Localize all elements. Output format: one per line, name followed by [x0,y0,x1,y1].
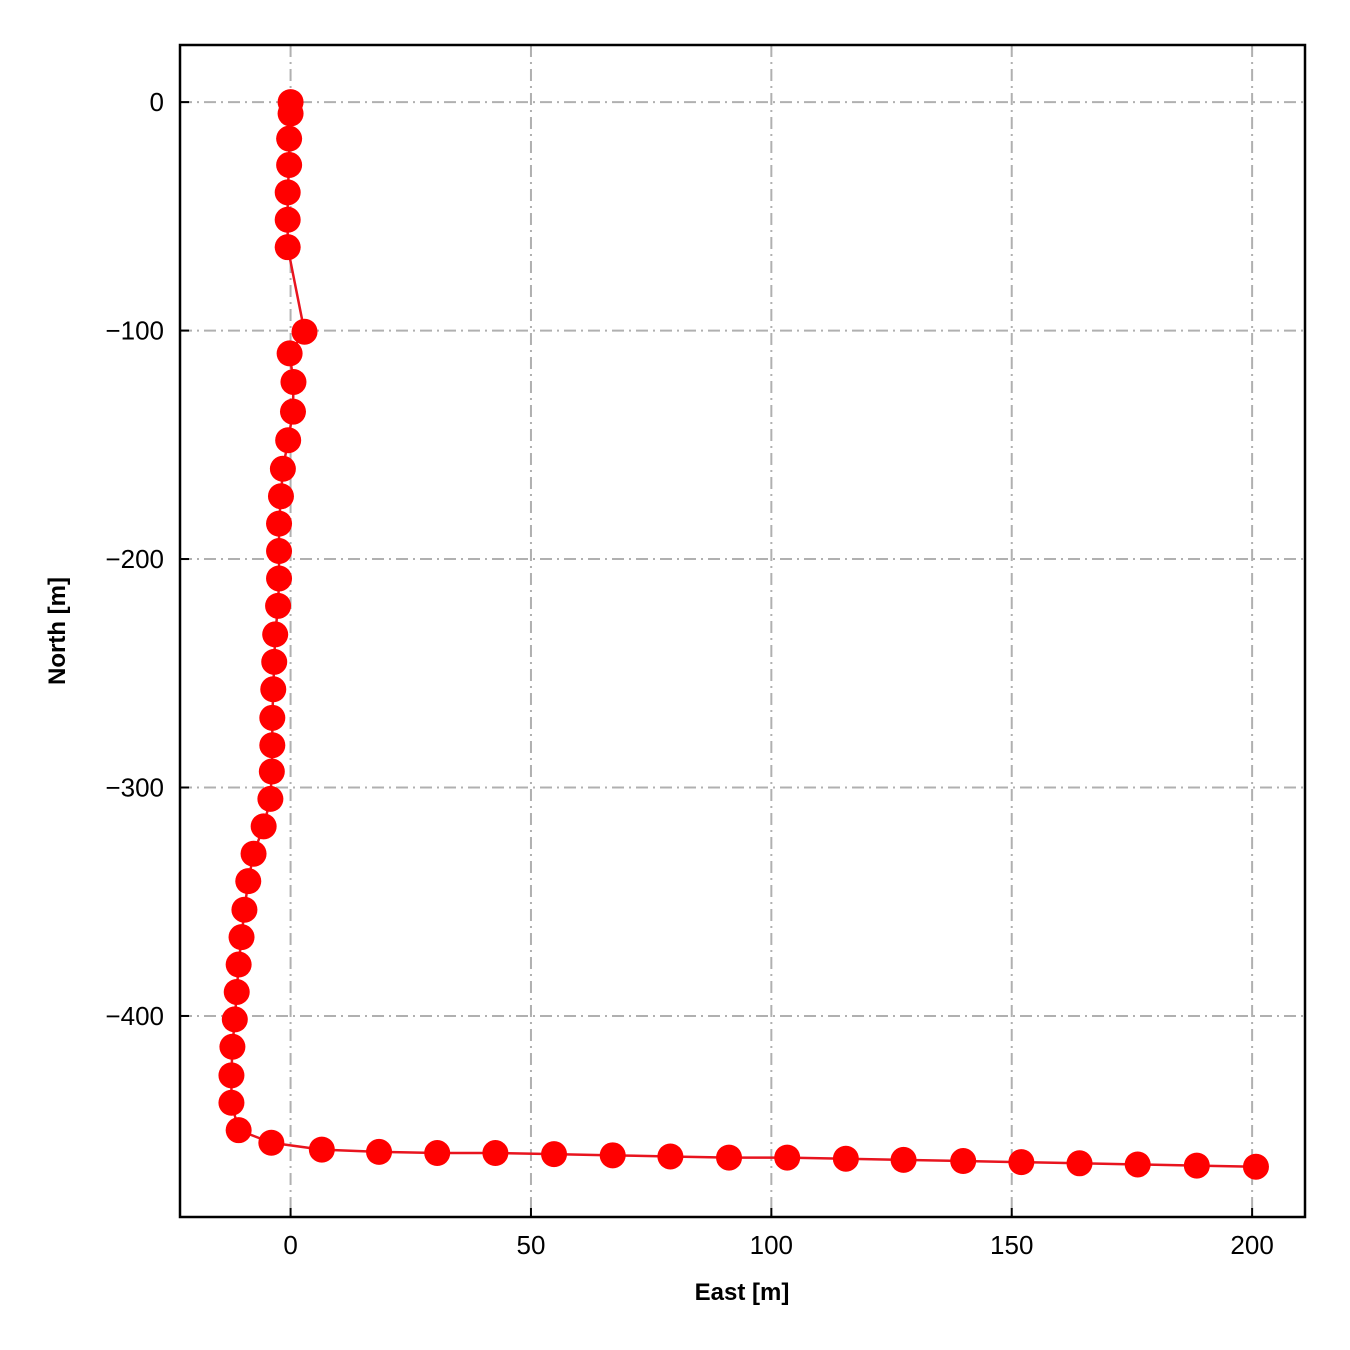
trajectory-point [265,592,292,619]
trajectory-point [657,1143,684,1170]
trajectory-point [228,924,255,951]
trajectory-point [250,813,277,840]
ticks: 0 50 100 150 200 0 −100 −200 −300 −400 [105,87,1273,1260]
trajectory-point [424,1140,451,1167]
y-tick-label: −300 [105,772,164,802]
trajectory-point [258,758,285,785]
trajectory-point [259,732,286,759]
trajectory-point [275,427,302,454]
trajectory-point [276,151,303,178]
trajectory-point [279,398,306,425]
trajectory-point [308,1136,335,1163]
trajectory-point [1242,1153,1269,1180]
trajectory-point [260,676,287,703]
trajectory-point [599,1142,626,1169]
plot-frame [178,43,1307,1219]
trajectory-point [482,1140,509,1167]
trajectory-point [267,483,294,510]
y-tick-label: −100 [105,316,164,346]
x-tick-label: 150 [990,1230,1033,1260]
trajectory-point [231,896,258,923]
trajectory-point [261,648,288,675]
trajectory-point [274,234,301,261]
trajectory-point [257,785,284,812]
x-axis-label: East [m] [695,1279,790,1306]
trajectory-line [230,102,1256,1168]
trajectory-point [276,125,303,152]
trajectory-point [274,179,301,206]
trajectory-point [1124,1151,1151,1178]
x-tick-label: 50 [517,1230,546,1260]
trajectory-point [258,1129,285,1156]
trajectory-point [266,538,293,565]
trajectory-point [262,621,289,648]
y-tick-label: −200 [105,544,164,574]
trajectory-point [1183,1152,1210,1179]
x-tick-label: 200 [1230,1230,1273,1260]
trajectory-point [223,978,250,1005]
trajectory-point [890,1146,917,1173]
trajectory-point [277,100,304,127]
grid [180,45,1305,1217]
trajectory-point [269,455,296,482]
trajectory-point [259,704,286,731]
trajectory-point [1066,1150,1093,1177]
trajectory-point [218,1089,245,1116]
trajectory-point [240,840,267,867]
trajectory-point [266,510,293,537]
trajectory-point [774,1144,801,1171]
trajectory-point [235,868,262,895]
trajectory-point [276,340,303,367]
trajectory-point [280,368,307,395]
x-tick-label: 0 [283,1230,297,1260]
trajectory-point [225,1117,252,1144]
trajectory-point [832,1145,859,1172]
trajectory-point [274,206,301,233]
trajectory-series [218,89,1269,1180]
trajectory-point [225,951,252,978]
y-tick-label: −400 [105,1001,164,1031]
trajectory-point [221,1006,248,1033]
trajectory-point [541,1141,568,1168]
y-tick-label: 0 [150,87,164,117]
trajectory-point [218,1062,245,1089]
trajectory-point [266,565,293,592]
trajectory-point [950,1148,977,1175]
y-axis-label: North [m] [44,577,71,685]
trajectory-point [219,1033,246,1060]
trajectory-point [291,318,318,345]
x-tick-label: 100 [750,1230,793,1260]
trajectory-point [366,1138,393,1165]
trajectory-point [716,1144,743,1171]
trajectory-point [1008,1149,1035,1176]
